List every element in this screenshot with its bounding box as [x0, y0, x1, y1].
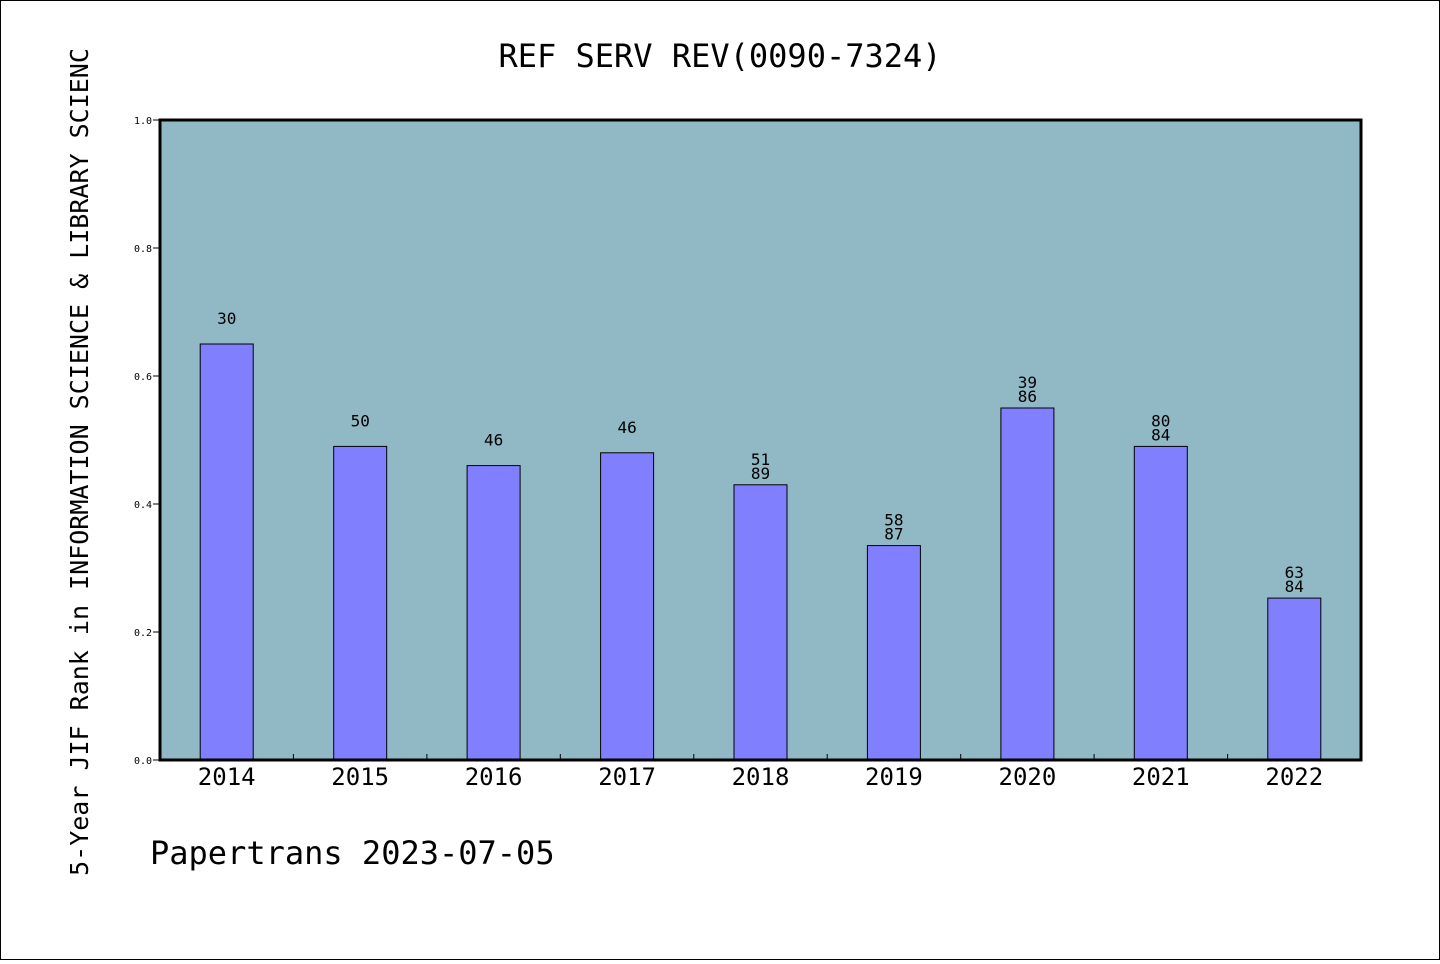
x-tick-label-2018: 2018 [732, 763, 790, 791]
x-tick-label-2022: 2022 [1265, 763, 1323, 791]
bar-2017 [600, 452, 655, 761]
y-axis-label: 5-Year JIF Rank in INFORMATION SCIENCE &… [65, 48, 94, 876]
x-tick-label-2020: 2020 [999, 763, 1057, 791]
chart-title: REF SERV REV(0090-7324) [498, 37, 941, 75]
y-tick-label: 1.0 [134, 116, 152, 127]
bar-value-label-2019: 58 [884, 511, 903, 530]
bar-value-label-2022: 84 [1285, 577, 1304, 596]
y-tick-label: 0.4 [134, 500, 152, 511]
bar-value-label-2016: 46 [484, 431, 503, 450]
bar-value-label-2022: 63 [1285, 563, 1304, 582]
bar-2018 [733, 484, 788, 761]
y-tick-label: 0.6 [134, 372, 152, 383]
x-tick-label-2015: 2015 [331, 763, 389, 791]
y-tick-labels: 0.0 0.2 0.4 0.6 0.8 1.0 [134, 116, 152, 767]
plot-frame [158, 118, 1363, 762]
y-tick-label: 0.8 [134, 244, 152, 255]
y-tick-label: 0.2 [134, 628, 152, 639]
bar-2019 [866, 545, 921, 761]
bar-value-label-2020: 86 [1018, 387, 1037, 406]
bar-value-label-2018: 51 [751, 450, 770, 469]
bar-2016 [466, 465, 521, 761]
bar-value-label-2021: 84 [1151, 425, 1170, 444]
x-tick-label-2016: 2016 [465, 763, 523, 791]
x-tick-label-2017: 2017 [598, 763, 656, 791]
x-tick-label-2021: 2021 [1132, 763, 1190, 791]
x-tick-label-2019: 2019 [865, 763, 923, 791]
bar-value-label-2021: 80 [1151, 411, 1170, 430]
bar-value-label-2019: 87 [884, 525, 903, 544]
bar-2020 [1000, 407, 1055, 761]
bar-value-label-2014: 30 [217, 309, 236, 328]
bar-2022 [1267, 597, 1322, 761]
bars [199, 343, 1322, 761]
x-tick-label-2014: 2014 [198, 763, 256, 791]
bar-value-label-2020: 39 [1018, 373, 1037, 392]
bar-value-label-2015: 50 [351, 411, 370, 430]
x-tick-labels: 2014 2015 2016 2017 2018 2019 2020 2021 2022 [198, 763, 1323, 791]
bar-2014 [199, 343, 254, 761]
bar-2015 [333, 445, 388, 761]
bar-value-label-2018: 89 [751, 464, 770, 483]
bar-value-label-2017: 46 [617, 418, 636, 437]
y-tick-label: 0.0 [134, 756, 152, 767]
credit-text: Papertrans 2023-07-05 [150, 834, 555, 872]
bar-2021 [1133, 445, 1188, 761]
